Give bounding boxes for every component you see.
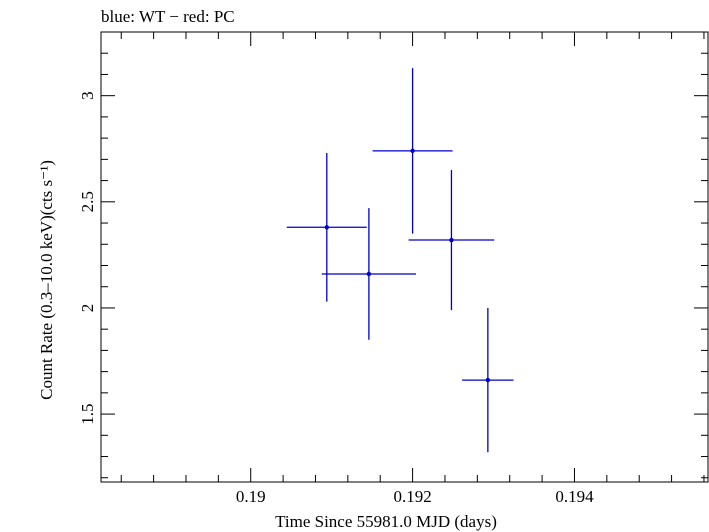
x-tick-label: 0.19 <box>236 487 266 506</box>
data-point-marker <box>366 271 372 277</box>
data-point-marker <box>410 148 415 154</box>
chart-title: blue: WT − red: PC <box>101 7 235 26</box>
x-axis-ticks: 0.19 0.192 0.194 <box>120 32 705 506</box>
data-point-marker <box>485 377 491 383</box>
x-axis-label: Time Since 55981.0 MJD (days) <box>275 512 497 531</box>
y-axis-ticks: 1.5 2 2.5 3 <box>78 31 708 479</box>
data-series-layer <box>286 68 514 453</box>
y-tick-label: 3 <box>78 91 97 100</box>
data-point <box>408 169 495 311</box>
y-tick-label: 2 <box>78 304 97 313</box>
data-point <box>321 208 417 340</box>
y-axis-label: Count Rate (0.3–10.0 keV)(cts s⁻¹) <box>37 160 56 400</box>
data-point-marker <box>324 225 330 230</box>
x-tick-label: 0.194 <box>555 487 594 506</box>
data-point <box>286 152 367 302</box>
x-tick-label: 0.192 <box>393 487 431 506</box>
y-tick-label: 1.5 <box>78 403 97 424</box>
data-point <box>462 307 514 453</box>
data-point <box>372 68 453 234</box>
data-point-marker <box>449 237 454 243</box>
plot-frame <box>100 31 709 483</box>
y-tick-label: 2.5 <box>78 191 97 212</box>
